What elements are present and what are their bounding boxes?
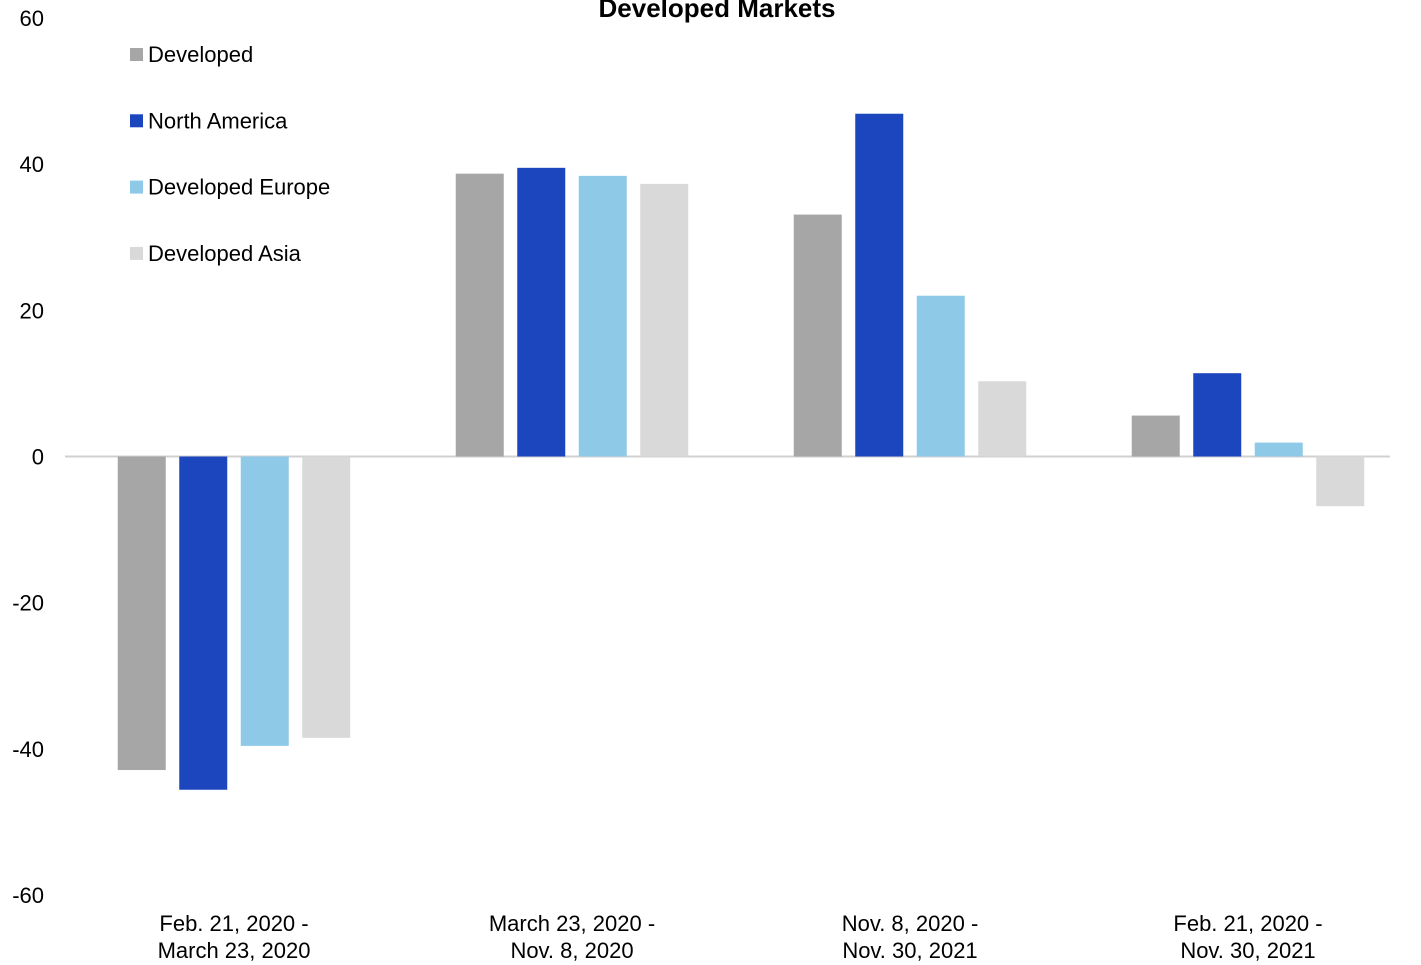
x-tick-label: Feb. 21, 2020 - March 23, 2020 bbox=[157, 911, 311, 963]
legend-swatch bbox=[130, 114, 143, 128]
legend-swatch bbox=[130, 180, 143, 194]
legend-swatch bbox=[130, 246, 143, 260]
y-tick-label: 0 bbox=[32, 445, 44, 470]
bar bbox=[117, 456, 166, 771]
bar bbox=[179, 456, 228, 790]
bar bbox=[1131, 415, 1180, 457]
bar bbox=[978, 381, 1027, 457]
y-tick-label: 40 bbox=[20, 152, 44, 177]
bar bbox=[1316, 456, 1365, 507]
legend-label: North America bbox=[148, 108, 288, 133]
bar bbox=[455, 173, 504, 457]
bar bbox=[517, 167, 566, 457]
y-tick-label: 20 bbox=[20, 298, 44, 323]
y-tick-label: -20 bbox=[12, 591, 44, 616]
legend-label: Developed Asia bbox=[148, 241, 302, 266]
bar bbox=[793, 214, 842, 457]
x-tick-label: Feb. 21, 2020 - Nov. 30, 2021 bbox=[1173, 911, 1323, 963]
bar bbox=[640, 183, 689, 457]
bar bbox=[240, 456, 289, 746]
y-tick-label: -60 bbox=[12, 883, 44, 908]
legend-swatch bbox=[130, 48, 143, 61]
bar bbox=[1193, 373, 1242, 457]
legend-label: Developed bbox=[148, 42, 253, 67]
bar bbox=[302, 456, 351, 738]
bar bbox=[578, 175, 627, 457]
bar bbox=[916, 295, 965, 457]
x-tick-label: Nov. 8, 2020 - Nov. 30, 2021 bbox=[841, 911, 979, 963]
y-tick-label: 60 bbox=[20, 6, 44, 31]
y-tick-label: -40 bbox=[12, 737, 44, 762]
bar bbox=[1254, 442, 1303, 457]
x-tick-label: March 23, 2020 - Nov. 8, 2020 bbox=[488, 911, 656, 963]
legend-label: Developed Europe bbox=[148, 175, 330, 200]
chart-title: Developed Markets bbox=[599, 0, 836, 23]
bar bbox=[855, 113, 904, 457]
